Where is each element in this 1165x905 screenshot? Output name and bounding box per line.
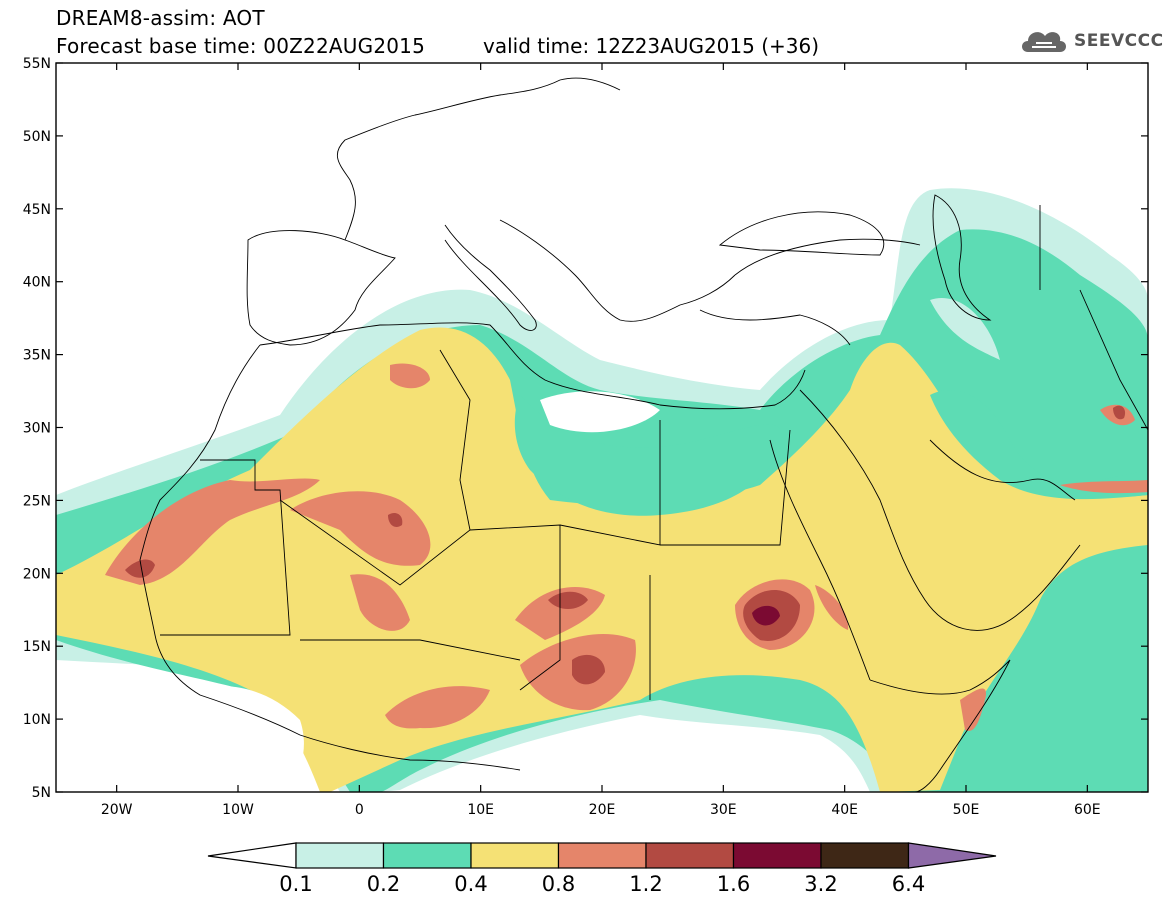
lon-tick-label: 20W xyxy=(101,802,133,818)
map-title: DREAM8-assim: AOT xyxy=(56,6,265,30)
colorbar-label: 6.4 xyxy=(891,872,926,896)
coastlines xyxy=(139,77,1148,792)
lat-tick-label: 5N xyxy=(32,785,51,801)
colorbar-swatch xyxy=(295,842,385,869)
lon-tick-label: 40E xyxy=(831,802,858,818)
lat-tick-label: 50N xyxy=(23,129,51,145)
lon-tick-label: 0 xyxy=(355,802,364,818)
valid-time: valid time: 12Z23AUG2015 (+36) xyxy=(483,34,820,58)
colorbar xyxy=(207,842,997,869)
logo-text: SEEVCCC xyxy=(1074,31,1164,51)
colorbar-swatch xyxy=(470,842,560,869)
lon-tick-label: 10E xyxy=(467,802,494,818)
colorbar-swatch xyxy=(557,842,647,869)
aot-fields xyxy=(56,188,1148,792)
lon-tick-label: 50E xyxy=(953,802,980,818)
lat-tick-label: 20N xyxy=(23,566,51,582)
colorbar-label: 0.2 xyxy=(366,872,401,896)
cloud-icon xyxy=(1022,32,1066,52)
lat-tick-label: 35N xyxy=(23,348,51,364)
colorbar-label: 1.6 xyxy=(716,872,751,896)
lon-tick-label: 30E xyxy=(710,802,737,818)
lon-tick-label: 60E xyxy=(1074,802,1101,818)
lat-tick-label: 30N xyxy=(23,421,51,437)
colorbar-label: 3.2 xyxy=(804,872,838,896)
lat-tick-label: 55N xyxy=(23,56,51,72)
colorbar-label: 0.1 xyxy=(279,872,313,896)
colorbar-label: 0.4 xyxy=(454,872,488,896)
lat-tick-label: 15N xyxy=(23,639,51,655)
lat-tick-label: 10N xyxy=(23,712,51,728)
lat-tick-label: 45N xyxy=(23,202,51,218)
lat-tick-label: 40N xyxy=(23,275,51,291)
colorbar-label: 1.2 xyxy=(629,872,663,896)
lon-tick-label: 10W xyxy=(222,802,254,818)
colorbar-swatch xyxy=(820,842,910,869)
forecast-base-time: Forecast base time: 00Z22AUG2015 xyxy=(56,34,426,58)
seevccc-logo: SEEVCCC xyxy=(1018,24,1164,58)
colorbar-swatch xyxy=(645,842,735,869)
colorbar-swatch xyxy=(382,842,472,869)
colorbar-swatch xyxy=(732,842,822,869)
lon-tick-label: 20E xyxy=(589,802,616,818)
colorbar-label: 0.8 xyxy=(541,872,576,896)
map-axes: 20W 10W 0 10E 20E 30E 40E 50E 60E 5N 10N 15N 20N 25N 3… xyxy=(23,56,1148,818)
lat-tick-label: 25N xyxy=(23,493,51,509)
